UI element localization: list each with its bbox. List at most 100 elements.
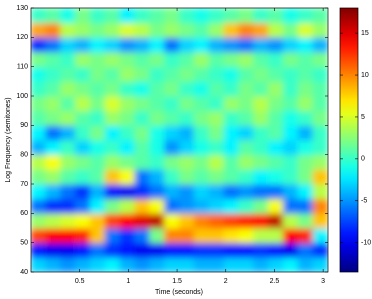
heatmap-cell [119, 183, 136, 200]
heatmap-cell [45, 212, 62, 229]
heatmap-cell [193, 80, 210, 97]
heatmap-cell [179, 154, 195, 170]
heatmap-cell [31, 8, 47, 24]
heatmap-cell [297, 139, 314, 156]
heatmap-cell [89, 22, 106, 38]
heatmap-cell [45, 198, 62, 214]
colorbar-tick-label: -5 [361, 198, 367, 205]
heatmap-cell [193, 22, 210, 38]
heatmap-cell [31, 51, 47, 68]
heatmap-cell [45, 124, 62, 141]
heatmap-cell [119, 51, 136, 68]
heatmap-cell [238, 198, 255, 214]
heatmap-cell [164, 139, 180, 156]
heatmap-cell [282, 256, 299, 272]
heatmap-cell [45, 183, 62, 200]
heatmap-cell [75, 154, 91, 170]
heatmap-cell [297, 212, 314, 229]
heatmap-cell [268, 168, 284, 185]
heatmap-cell [119, 110, 136, 126]
heatmap-cell [104, 66, 121, 82]
heatmap-cell [164, 8, 180, 24]
heatmap-cell [119, 256, 136, 272]
heatmap-cell [60, 154, 77, 170]
heatmap-cell [119, 95, 136, 112]
heatmap-cell [223, 36, 240, 53]
heatmap-cell [104, 212, 121, 229]
heatmap-cell [253, 51, 270, 68]
heatmap-cell [223, 22, 240, 38]
heatmap-cell [134, 66, 151, 82]
heatmap-cell [45, 66, 62, 82]
heatmap-cell [89, 168, 106, 185]
plot-frame [30, 7, 329, 273]
heatmap-cell [282, 227, 299, 244]
heatmap-cell [193, 8, 210, 24]
heatmap-cell [282, 212, 299, 229]
heatmap-cell [238, 22, 255, 38]
heatmap-cell [253, 139, 270, 156]
heatmap-cell [164, 256, 180, 272]
x-axis-label: Time (seconds) [155, 289, 203, 296]
heatmap-cell [60, 212, 77, 229]
heatmap-cell [60, 198, 77, 214]
heatmap-cell [134, 242, 151, 258]
heatmap-cell [104, 168, 121, 185]
y-tick-label: 50 [20, 240, 28, 247]
heatmap-cell [60, 139, 77, 156]
heatmap-cell [282, 110, 299, 126]
heatmap-cell [164, 242, 180, 258]
heatmap-cell [60, 110, 77, 126]
heatmap-cell [119, 168, 136, 185]
y-tick-label: 100 [16, 93, 28, 100]
heatmap-cell [238, 227, 255, 244]
heatmap-cell [149, 183, 166, 200]
x-tick-label: 1 [126, 278, 130, 285]
heatmap-cell [193, 168, 210, 185]
heatmap-cell [223, 183, 240, 200]
heatmap-cell [179, 212, 195, 229]
heatmap-cell [208, 154, 225, 170]
heatmap-cell [104, 36, 121, 53]
heatmap-cell [104, 139, 121, 156]
heatmap-cell [297, 66, 314, 82]
heatmap-cell [31, 36, 47, 53]
x-tick-label: 1.5 [172, 278, 182, 285]
heatmap-cell [193, 183, 210, 200]
heatmap-cell [297, 154, 314, 170]
heatmap-cell [179, 51, 195, 68]
heatmap-cell [312, 256, 328, 272]
heatmap-cell [268, 256, 284, 272]
heatmap-cell [268, 183, 284, 200]
heatmap-cell [119, 198, 136, 214]
heatmap-cell [253, 212, 270, 229]
heatmap-cell [60, 8, 77, 24]
heatmap-cell [45, 95, 62, 112]
heatmap-cell [223, 227, 240, 244]
heatmap-cell [31, 139, 47, 156]
heatmap-cell [208, 80, 225, 97]
heatmap-cell [60, 66, 77, 82]
heatmap-cell [238, 95, 255, 112]
heatmap-cell [223, 212, 240, 229]
heatmap-cell [119, 242, 136, 258]
heatmap-cell [75, 66, 91, 82]
heatmap-cell [223, 242, 240, 258]
heatmap-cell [179, 183, 195, 200]
heatmap-cell [312, 212, 328, 229]
heatmap-cell [164, 66, 180, 82]
heatmap-cell [149, 139, 166, 156]
heatmap-cell [104, 110, 121, 126]
colorbar-tick-label: -10 [361, 240, 371, 247]
heatmap-cell [253, 80, 270, 97]
heatmap-cell [31, 256, 47, 272]
heatmap-cell [268, 242, 284, 258]
heatmap-cell [282, 183, 299, 200]
heatmap-cell [238, 212, 255, 229]
heatmap-cell [208, 36, 225, 53]
heatmap-cell [75, 139, 91, 156]
heatmap-cell [60, 168, 77, 185]
heatmap-cell [89, 8, 106, 24]
heatmap-cell [119, 154, 136, 170]
heatmap-cell [193, 36, 210, 53]
